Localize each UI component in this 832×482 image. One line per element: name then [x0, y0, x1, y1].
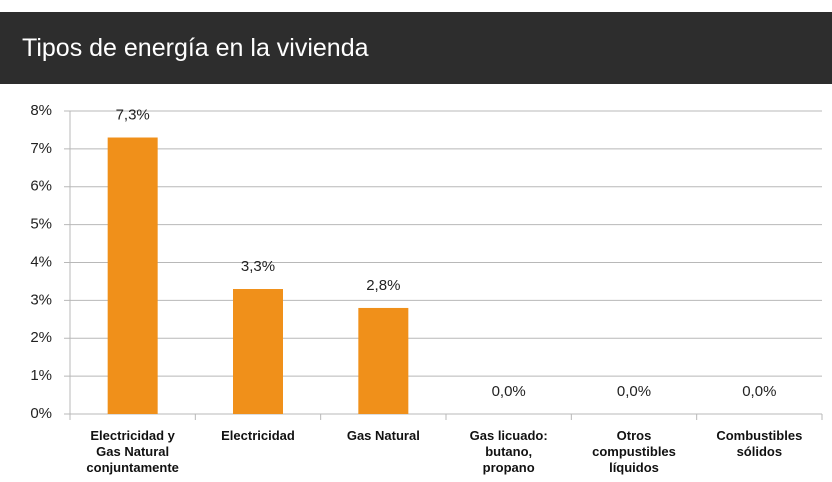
x-tick-label: Gas licuado: butano, propano	[469, 428, 548, 475]
value-label: 0,0%	[617, 383, 651, 400]
x-tick-label: Electricidad	[221, 428, 295, 443]
bar	[358, 307, 409, 414]
value-label: 0,0%	[742, 383, 776, 400]
y-tick-label: 3%	[30, 291, 52, 308]
value-label: 2,8%	[366, 277, 400, 294]
bar	[107, 137, 158, 414]
y-tick-label: 1%	[30, 367, 52, 384]
y-tick-label: 5%	[30, 216, 52, 233]
x-tick-label: Electricidad y Gas Natural conjuntamente	[86, 428, 179, 475]
y-tick-label: 2%	[30, 329, 52, 346]
chart-title: Tipos de energía en la vivienda	[22, 34, 369, 62]
bar	[233, 289, 283, 414]
y-tick-label: 0%	[30, 405, 52, 422]
value-label: 7,3%	[116, 106, 150, 123]
x-tick-label: Otros compustibles líquidos	[592, 428, 676, 475]
y-tick-label: 8%	[30, 102, 52, 119]
x-tick-label: Gas Natural	[346, 428, 420, 443]
y-tick-label: 4%	[30, 253, 52, 270]
header: Tipos de energía en la vivienda	[0, 12, 832, 84]
value-label: 0,0%	[492, 383, 526, 400]
y-tick-label: 6%	[30, 178, 52, 195]
x-tick-label: Combustibles sólidos	[716, 428, 803, 459]
y-tick-label: 7%	[30, 140, 52, 157]
value-label: 3,3%	[241, 258, 275, 275]
